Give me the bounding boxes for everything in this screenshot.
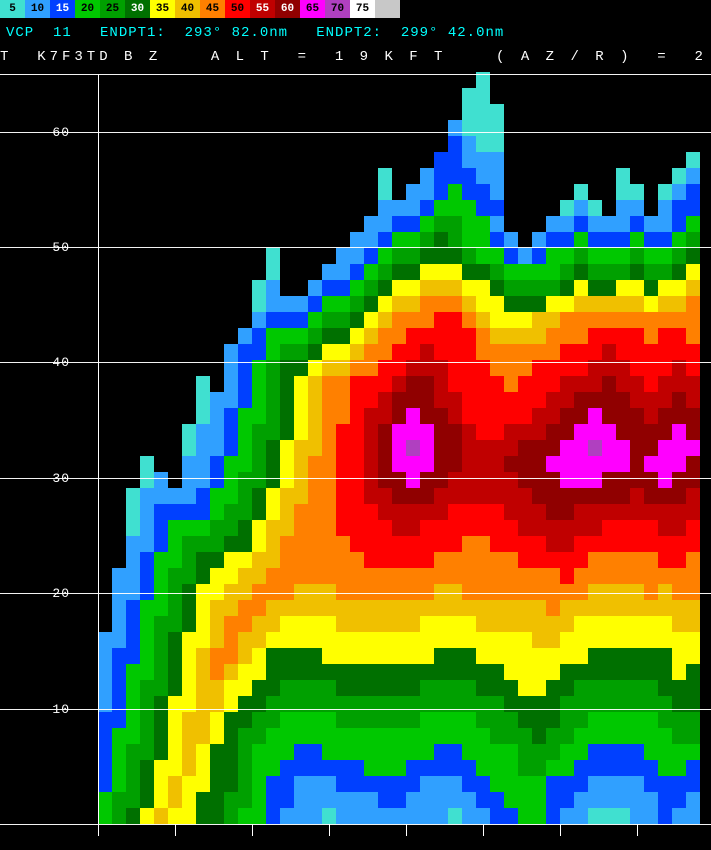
legend-cell-20: 20 — [75, 0, 100, 18]
legend-cell-5: 5 — [0, 0, 25, 18]
gridline-40 — [0, 362, 711, 363]
legend-cell-blank — [375, 0, 400, 18]
x-tick-7 — [637, 824, 638, 836]
gridline-30 — [0, 478, 711, 479]
dbz-legend: 51015202530354045505560657075 — [0, 0, 400, 18]
x-tick-2 — [252, 824, 253, 836]
radar-pixel-grid — [98, 70, 711, 840]
legend-cell-15: 15 — [50, 0, 75, 18]
gridline-60 — [0, 132, 711, 133]
gridline-10 — [0, 709, 711, 710]
y-label-10: 10 — [20, 702, 70, 717]
legend-cell-45: 45 — [200, 0, 225, 18]
y-label-20: 20 — [20, 586, 70, 601]
grid-top — [0, 74, 711, 75]
legend-cell-55: 55 — [250, 0, 275, 18]
x-tick-5 — [483, 824, 484, 836]
legend-cell-65: 65 — [300, 0, 325, 18]
y-axis-line — [98, 74, 99, 836]
x-axis-line — [0, 824, 711, 825]
legend-cell-25: 25 — [100, 0, 125, 18]
y-label-40: 40 — [20, 355, 70, 370]
legend-cell-60: 60 — [275, 0, 300, 18]
legend-cell-35: 35 — [150, 0, 175, 18]
legend-cell-70: 70 — [325, 0, 350, 18]
x-tick-6 — [560, 824, 561, 836]
gridline-50 — [0, 247, 711, 248]
gridline-20 — [0, 593, 711, 594]
legend-cell-10: 10 — [25, 0, 50, 18]
legend-cell-30: 30 — [125, 0, 150, 18]
legend-cell-75: 75 — [350, 0, 375, 18]
y-label-50: 50 — [20, 240, 70, 255]
header-endpoints-line: VCP 11 ENDPT1: 293° 82.0nm ENDPT2: 299° … — [6, 25, 504, 41]
x-tick-3 — [329, 824, 330, 836]
cross-section-plot: 10 20 30 40 50 60 — [0, 70, 711, 850]
legend-cell-50: 50 — [225, 0, 250, 18]
legend-cell-40: 40 — [175, 0, 200, 18]
header-status-line: T K7F3TD B Z A L T = 1 9 K F T ( A Z / R… — [0, 49, 711, 65]
x-tick-1 — [175, 824, 176, 836]
x-tick-0 — [98, 824, 99, 836]
y-label-30: 30 — [20, 471, 70, 486]
y-label-60: 60 — [20, 125, 70, 140]
x-tick-4 — [406, 824, 407, 836]
